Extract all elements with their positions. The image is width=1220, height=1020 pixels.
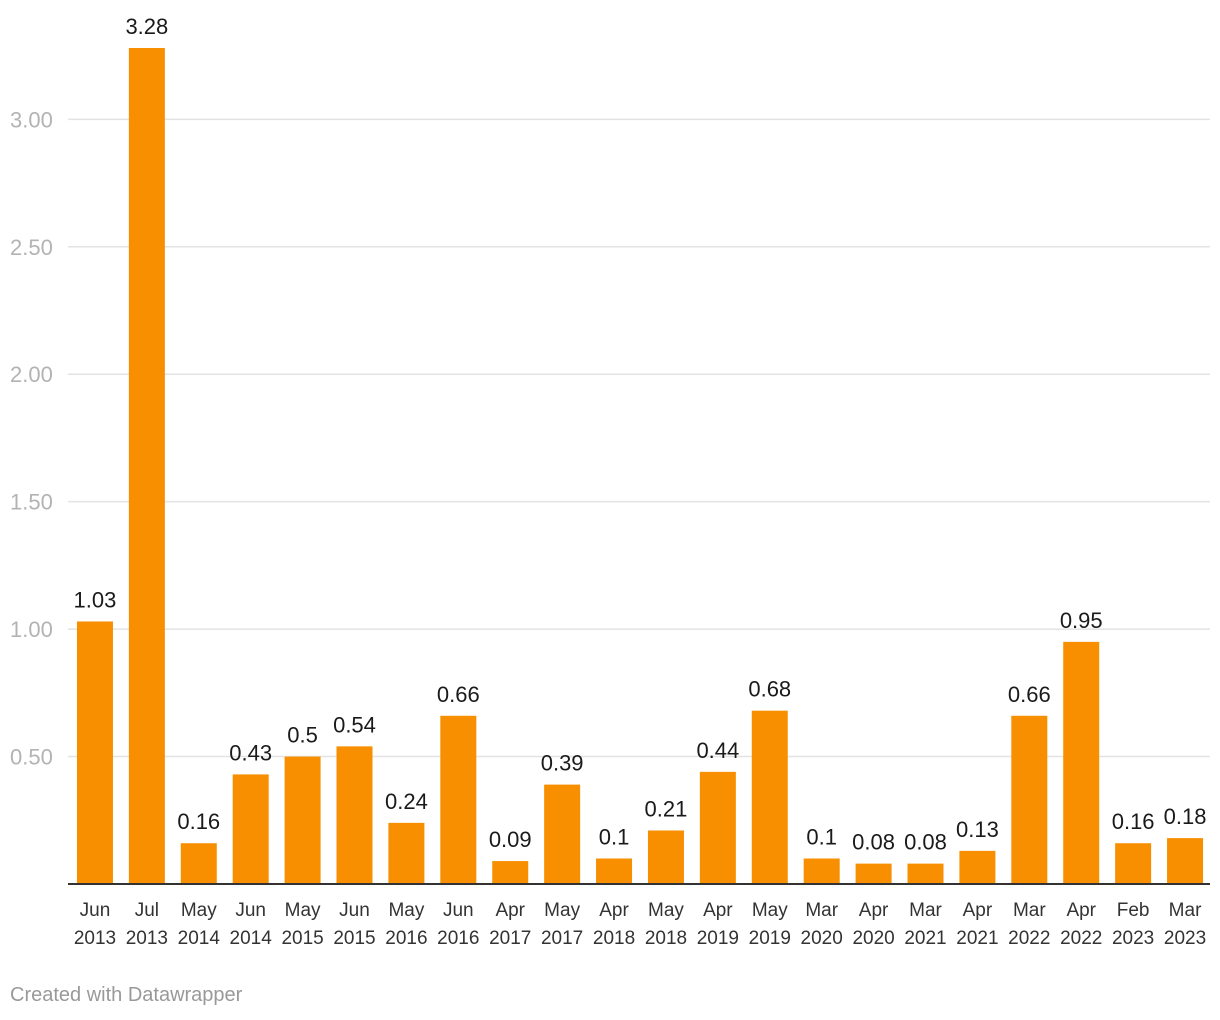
- data-label: 0.24: [385, 789, 428, 814]
- data-labels: 1.03 3.28 0.16 0.43 0.5 0.54 0.24 0.66 0.09 0.39 0…: [74, 14, 1207, 855]
- data-label: 1.03: [74, 587, 117, 612]
- x-tick-label: Mar 2022: [1008, 900, 1050, 949]
- data-label: 0.18: [1164, 804, 1207, 829]
- x-tick-label: Jul 2013: [126, 900, 168, 949]
- credit-text: Created with Datawrapper: [10, 984, 243, 1006]
- bar: [180, 843, 217, 884]
- x-tick-label: May 2017: [541, 900, 583, 949]
- data-label: 0.43: [229, 740, 272, 765]
- data-label: 0.54: [333, 712, 376, 737]
- y-tick-label: 3.00: [10, 107, 53, 132]
- bar: [803, 858, 840, 884]
- y-tick-label: 1.00: [10, 617, 53, 642]
- x-tick-label: May 2016: [385, 900, 427, 949]
- bar: [751, 710, 788, 884]
- bar: [492, 861, 529, 884]
- bar: [647, 830, 684, 884]
- x-tick-label: Apr 2019: [697, 900, 739, 949]
- bar: [699, 771, 736, 884]
- data-label: 0.16: [1112, 809, 1155, 834]
- bar: [440, 715, 477, 884]
- bar: [596, 858, 633, 884]
- x-tick-label: May 2018: [645, 900, 687, 949]
- bar: [232, 774, 269, 884]
- bar: [1115, 843, 1152, 884]
- y-tick-label: 0.50: [10, 745, 53, 770]
- y-tick-label: 2.00: [10, 362, 53, 387]
- data-label: 0.5: [287, 723, 318, 748]
- bars: [76, 48, 1204, 884]
- data-label: 3.28: [125, 14, 168, 39]
- bar: [336, 746, 373, 884]
- x-tick-label: Apr 2022: [1060, 900, 1102, 949]
- bar: [76, 621, 113, 884]
- x-tick-label: May 2019: [749, 900, 791, 949]
- x-tick-label: Jun 2015: [333, 900, 375, 949]
- x-tick-label: Apr 2021: [956, 900, 998, 949]
- bar-chart: 0.50 1.00 1.50 2.00 2.50 3.00 1.03 3.28 0.16 0.4…: [10, 14, 1210, 949]
- x-tick-label: Jun 2013: [74, 900, 116, 949]
- y-tick-label: 1.50: [10, 490, 53, 515]
- data-label: 0.1: [806, 825, 837, 850]
- x-tick-label: Apr 2017: [489, 900, 531, 949]
- gridlines: [68, 118, 1210, 758]
- y-axis: 0.50 1.00 1.50 2.00 2.50 3.00: [10, 107, 53, 769]
- data-label: 0.13: [956, 817, 999, 842]
- data-label: 0.08: [904, 830, 947, 855]
- bar: [855, 863, 892, 884]
- x-tick-label: Apr 2018: [593, 900, 635, 949]
- data-label: 0.68: [748, 677, 791, 702]
- x-tick-label: Mar 2021: [904, 900, 946, 949]
- data-label: 0.39: [541, 751, 584, 776]
- x-tick-label: Jun 2016: [437, 900, 479, 949]
- bar: [128, 48, 165, 884]
- x-tick-label: May 2014: [178, 900, 221, 949]
- data-label: 0.1: [599, 825, 630, 850]
- bar: [959, 850, 996, 884]
- data-label: 0.66: [1008, 682, 1051, 707]
- bar: [907, 863, 944, 884]
- bar: [1167, 838, 1204, 884]
- x-tick-label: Feb 2023: [1112, 900, 1154, 949]
- bar: [1011, 715, 1048, 884]
- data-label: 0.21: [645, 796, 688, 821]
- x-tick-label: May 2015: [281, 900, 323, 949]
- y-tick-label: 2.50: [10, 235, 53, 260]
- x-tick-label: Apr 2020: [852, 900, 894, 949]
- x-tick-label: Mar 2020: [801, 900, 843, 949]
- data-label: 0.95: [1060, 608, 1103, 633]
- data-label: 0.09: [489, 827, 532, 852]
- bar: [1063, 641, 1100, 884]
- bar: [544, 784, 581, 884]
- data-label: 0.16: [177, 809, 220, 834]
- bar: [388, 822, 425, 884]
- bar: [284, 756, 321, 884]
- data-label: 0.44: [696, 738, 739, 763]
- data-label: 0.66: [437, 682, 480, 707]
- data-label: 0.08: [852, 830, 895, 855]
- x-tick-label: Jun 2014: [230, 900, 273, 949]
- x-tick-label: Mar 2023: [1164, 900, 1206, 949]
